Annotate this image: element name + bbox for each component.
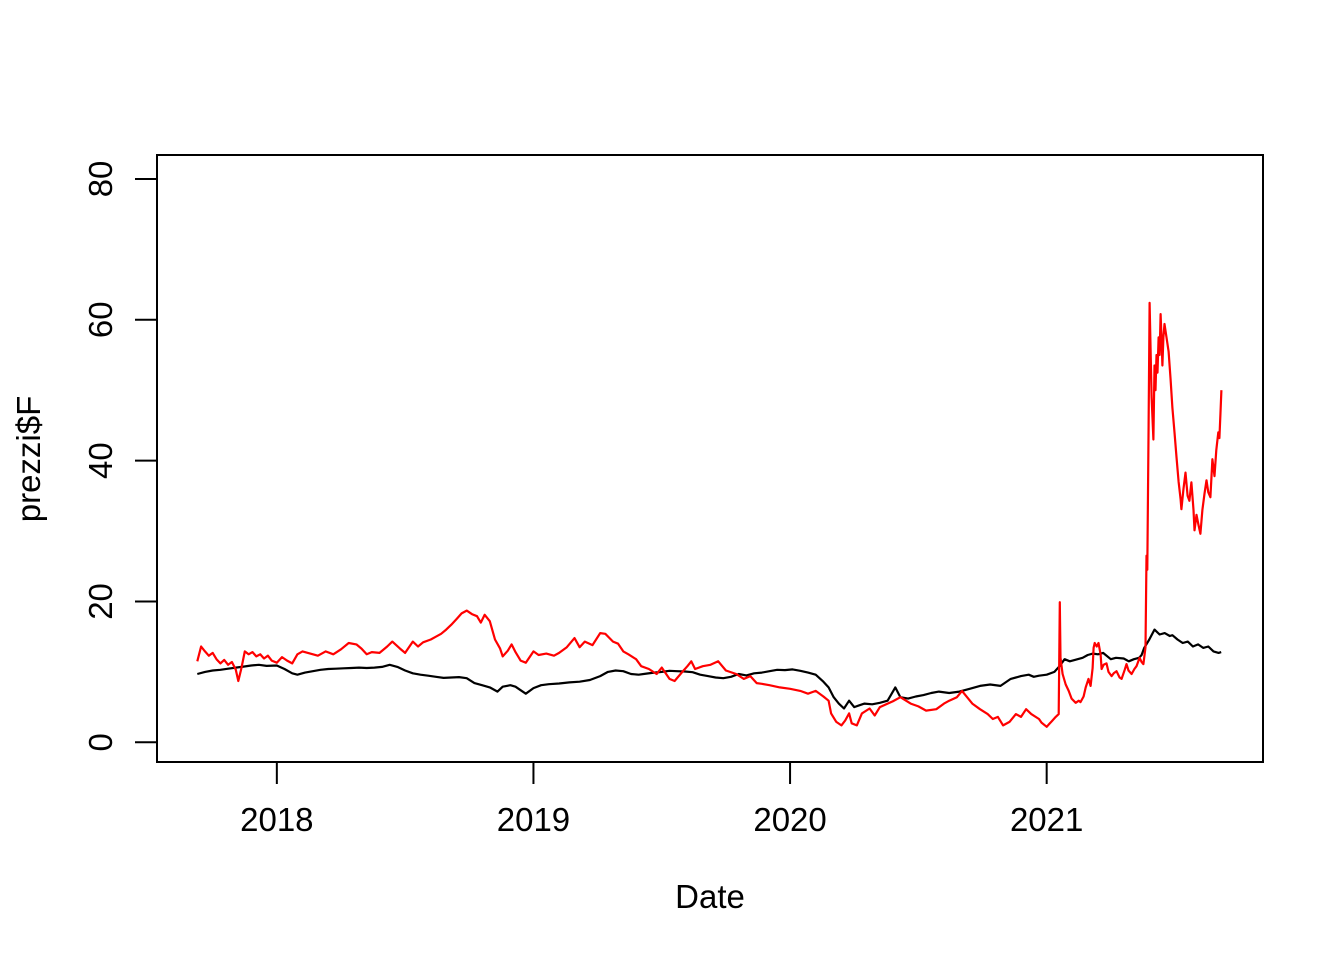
y-axis-tick-label: 40 — [82, 442, 119, 479]
y-axis-tick-label: 0 — [82, 733, 119, 751]
series-lines — [196, 301, 1223, 728]
y-axis: 0 20 40 60 80 — [82, 161, 157, 751]
x-axis-tick-label: 2020 — [753, 801, 826, 838]
x-axis-tick-label: 2021 — [1010, 801, 1083, 838]
y-axis-tick-label: 80 — [82, 161, 119, 198]
y-axis-title: prezzi$F — [10, 396, 47, 523]
x-axis-title: Date — [675, 878, 745, 915]
y-axis-tick-label: 60 — [82, 301, 119, 338]
plot-box — [156, 154, 1264, 763]
series-line-series-red — [196, 301, 1223, 728]
x-axis-tick-label: 2018 — [240, 801, 313, 838]
x-axis: 2018 2019 2020 2021 — [240, 762, 1083, 838]
y-axis-tick-label: 20 — [82, 583, 119, 620]
series-line-series-black — [197, 628, 1222, 710]
x-axis-tick-label: 2019 — [497, 801, 570, 838]
